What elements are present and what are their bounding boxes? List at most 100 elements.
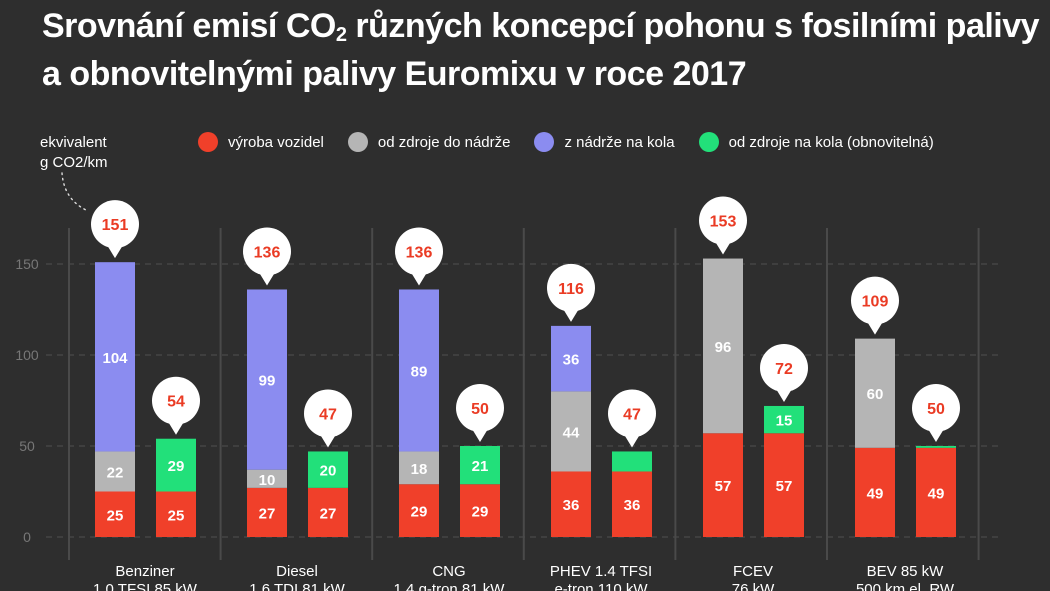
callout-pointer [321,435,335,448]
bar-segment-vyroba-vozidel [612,471,652,537]
bar-segment-od-zdroje-na-kola-obnovitelna [916,446,956,448]
total-callout-diesel-0: 136 [243,227,291,286]
legend-swatch-well-to-tank [347,132,368,152]
unit-line-2: g CO2/km [40,154,108,171]
callout-pointer [412,273,426,286]
callout-pointer [777,390,791,402]
bar-fcev-fossil: 57 96 [703,258,743,537]
callout-bubble [699,196,747,245]
segment-value-label: 10 [259,472,276,489]
segment-value-label: 36 [563,352,580,369]
bar-segment-vyroba-vozidel [916,447,956,537]
category-label-benziner-line-2: 1,0 TFSI 85 kW [93,581,198,591]
total-callout-bev-85-kw-0: 109 [851,276,899,335]
bar-diesel-renewable: 27 20 [308,451,348,537]
y-tick-label: 100 [15,347,39,363]
segment-value-label: 57 [715,478,732,495]
callout-layer: 151 54 136 47 136 50 116 47 153 72 109 50 [91,196,960,448]
callout-pointer [108,246,122,259]
legend-item-well-to-tank: od zdroje do nádrže [347,132,511,152]
legend-item-tank-to-wheel: z nádrže na kola [534,132,675,152]
segment-value-label: 49 [928,485,945,502]
segment-value-label: 27 [320,505,337,522]
callout-pointer [929,430,943,442]
legend-label-tank-to-wheel: z nádrže na kola [564,133,675,151]
callout-bubble [152,376,200,425]
legend-label-production: výroba vozidel [228,133,324,151]
callout-pointer [473,430,487,442]
segment-value-label: 89 [411,363,428,380]
bar-segment-vyroba-vozidel [156,491,196,537]
callout-value: 72 [775,361,793,378]
legend-item-production: výroba vozidel [198,132,324,152]
total-callout-phev-1-4-tfsi-0: 116 [547,263,595,322]
y-axis-unit-label: ekvivalent g CO2/km [40,133,108,173]
bar-segment-od-zdroje-na-kola-obnovitelna [612,451,652,472]
unit-pointer-line [61,172,89,212]
chart-title: Srovnání emisí CO2 různých koncepcí poho… [42,2,1042,98]
segment-value-label: 49 [867,485,884,502]
bar-segment-vyroba-vozidel [308,487,348,537]
bar-segment-vyroba-vozidel [764,433,804,537]
segment-value-label: 104 [102,350,128,367]
total-callout-cng-1: 50 [456,384,504,442]
category-label-bev-85-kw-line-1: BEV 85 kW [867,563,945,580]
callout-value: 54 [167,394,185,411]
bar-segment-vyroba-vozidel [95,491,135,537]
total-callout-benziner-0: 151 [91,200,139,259]
bar-segment-vyroba-vozidel [703,433,743,537]
segment-value-label: 29 [168,458,185,475]
category-label-cng-line-1: CNG [432,563,465,580]
category-label-diesel-line-2: 1,6 TDI 81 kW [249,581,345,591]
category-label-bev-85-kw-line-2: 500 km el. RW [856,581,955,591]
bar-segment-od-zdroje-do-nadrze [855,338,895,448]
segment-value-label: 36 [624,497,641,514]
bar-phev-1-4-tfsi-renewable: 36 [612,451,652,537]
legend-item-renewable: od zdroje na kola (obnovitelná) [698,132,934,152]
y-tick-label: 150 [15,256,39,272]
callout-bubble [608,389,656,438]
title-subscript: 2 [335,24,347,46]
bar-benziner-fossil: 25 22 104 [95,262,135,537]
bar-cng-renewable: 29 21 [460,446,500,537]
callout-value: 151 [102,217,129,234]
bar-segment-od-zdroje-do-nadrze [703,258,743,434]
segment-value-label: 29 [411,504,428,521]
callout-pointer [169,423,183,435]
segment-value-label: 21 [472,458,489,475]
callout-pointer [260,273,274,286]
bar-segment-od-zdroje-do-nadrze [551,391,591,472]
total-callout-fcev-1: 72 [760,343,808,402]
callout-value: 109 [862,294,889,311]
bar-segment-od-zdroje-na-kola-obnovitelna [764,405,804,434]
callout-bubble [851,276,899,325]
total-callout-fcev-0: 153 [699,196,747,255]
legend-swatch-renewable [698,132,719,152]
callout-bubble [912,384,960,432]
total-callout-phev-1-4-tfsi-1: 47 [608,389,656,448]
segment-value-label: 18 [411,461,428,478]
legend-swatch-production [198,132,218,152]
legend-label-renewable: od zdroje na kola (obnovitelná) [728,133,934,151]
segment-value-label: 60 [867,386,884,403]
bar-segment-vyroba-vozidel [247,487,287,537]
segment-value-label: 25 [168,507,185,524]
callout-bubble [304,389,352,438]
callout-value: 50 [471,401,489,418]
callout-value: 116 [558,281,584,298]
segment-value-label: 36 [563,497,580,514]
legend-label-well-to-tank: od zdroje do nádrže [377,133,511,151]
bar-segment-od-zdroje-na-kola-obnovitelna [308,451,348,488]
category-label-cng-line-2: 1,4 g-tron 81 kW [394,581,506,591]
bar-bev-85-kw-fossil: 49 60 [855,338,895,537]
segment-value-label: 57 [776,478,793,495]
y-tick-label: 50 [19,438,35,454]
callout-bubble [395,227,443,276]
category-label-fcev-line-2: 76 kW [732,581,775,591]
bar-fcev-renewable: 57 15 [764,405,804,537]
callout-value: 153 [710,214,737,231]
bars-layer: 25 22 104 25 29 27 10 99 27 20 29 18 89 29 21 36 44 36 36 5… [95,258,956,537]
bar-segment-od-zdroje-do-nadrze [95,451,135,492]
